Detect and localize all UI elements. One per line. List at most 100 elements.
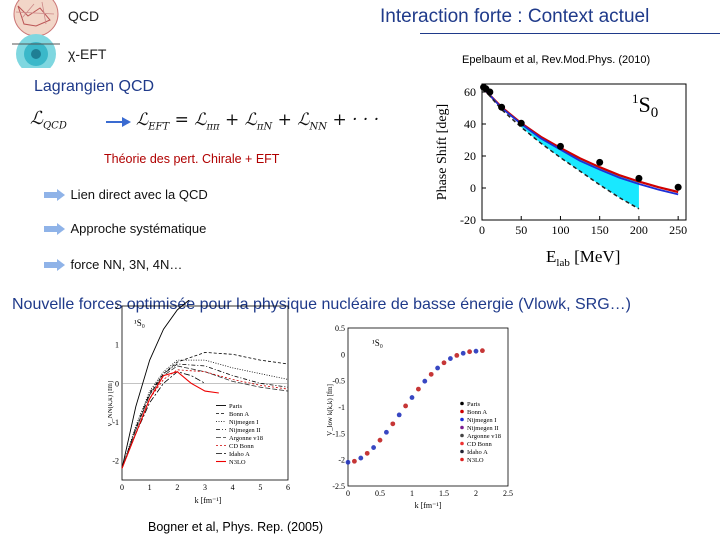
lagrangian-qcd: ℒQCD <box>30 108 67 132</box>
reference-bottom: Bogner et al, Phys. Rep. (2005) <box>148 520 324 534</box>
data-point <box>480 348 485 354</box>
y-tick-label: 0 <box>470 181 476 195</box>
uncertainty-band <box>521 124 639 209</box>
legend-entry: Nijmegen II <box>467 425 499 432</box>
legend-entry: Idaho A <box>467 449 488 456</box>
data-point <box>409 395 415 400</box>
x-tick-label: 0 <box>120 483 124 492</box>
x-tick-label: 150 <box>591 223 609 237</box>
bullet-arrow-icon <box>44 222 65 235</box>
data-point <box>467 349 472 355</box>
bullet-item: Lien direct avec la QCD <box>44 186 208 204</box>
series-line <box>121 365 289 469</box>
bullet-arrow-icon <box>44 188 65 201</box>
legend-entry: Argonne v18 <box>467 433 501 440</box>
logo-graphic <box>12 0 60 68</box>
series-line <box>121 363 289 469</box>
series-line <box>121 300 190 469</box>
legend-swatch <box>460 449 464 454</box>
data-point <box>371 445 376 450</box>
legend-swatch <box>460 425 464 430</box>
legend-entry: N3LO <box>229 459 246 466</box>
data-point <box>422 378 428 384</box>
legend-entry: CD Bonn <box>229 443 254 450</box>
bullet-text: Lien direct avec la QCD <box>70 187 208 202</box>
data-point <box>635 174 643 182</box>
legend-swatch <box>460 401 464 406</box>
y-axis-label: V_low k(k,k) [fm] <box>326 384 334 436</box>
data-point <box>358 455 364 461</box>
data-point <box>384 429 389 435</box>
series-line <box>121 371 219 469</box>
y-tick-label: 1 <box>115 341 119 350</box>
series-line <box>121 351 289 469</box>
y-tick-label: 0 <box>341 350 345 359</box>
legend-entry: CD Bonn <box>467 441 492 448</box>
data-point <box>454 352 460 358</box>
data-point <box>364 450 370 456</box>
legend-entry: Argonne v18 <box>229 435 263 442</box>
plot-frame <box>121 305 289 481</box>
x-tick-label: 1 <box>410 489 414 498</box>
series-line <box>121 359 289 469</box>
y-tick-label: -1 <box>338 403 345 412</box>
x-tick-label: 2.5 <box>503 489 513 498</box>
bullet-text: force NN, 3N, 4N… <box>70 257 183 272</box>
legend-entry: Paris <box>467 401 480 408</box>
legend-entry: Nijmegen I <box>467 417 496 424</box>
data-point <box>396 412 402 418</box>
legend-swatch <box>460 441 464 446</box>
logo-qcd-label: QCD <box>68 8 100 24</box>
legend-entry: Nijmegen II <box>229 427 261 434</box>
title-underline <box>420 33 720 34</box>
panel-annotation: ¹S₀ <box>134 318 145 328</box>
x-tick-label: 2 <box>474 489 478 498</box>
data-point <box>498 103 506 111</box>
legend-swatch <box>460 433 464 438</box>
vnn-chart: 0 1 2 3 4 5 6 -2 -1 0 1 2 ¹S₀ V_NN(k,k) [fm] k [fm⁻¹] P… <box>108 300 290 505</box>
legend-entry: Bonn A <box>467 409 487 416</box>
lagrangian-title: Lagrangien QCD <box>34 78 155 95</box>
bullet-text: Approche systématique <box>70 221 207 236</box>
plot-frame <box>481 83 687 221</box>
data-point <box>403 403 408 409</box>
series-line <box>483 88 640 210</box>
x-tick-label: 5 <box>258 483 262 492</box>
x-tick-label: 6 <box>286 483 290 492</box>
x-tick-label: 2 <box>175 483 179 492</box>
reference-top: Epelbaum et al, Rev.Mod.Phys. (2010) <box>462 54 651 66</box>
y-axis-label: Phase Shift [deg] <box>435 104 450 200</box>
x-tick-label: 50 <box>515 223 527 237</box>
series-line <box>121 369 289 469</box>
y-tick-label: 0 <box>115 379 119 388</box>
legend-swatch <box>460 409 464 414</box>
legend-entry: Nijmegen I <box>229 419 258 426</box>
legend-entry: Bonn A <box>229 411 249 418</box>
panel-annotation: 1S0 <box>632 91 658 121</box>
qcd-logo-icon <box>13 0 59 37</box>
y-tick-label: 2 <box>115 302 119 311</box>
data-point <box>596 158 604 166</box>
headline: Nouvelle forces optimisée pour la physiq… <box>12 296 631 313</box>
bullet-item: force NN, 3N, 4N… <box>44 256 182 274</box>
data-point <box>556 142 564 150</box>
y-axis-label: V_NN(k,k) [fm] <box>108 381 114 427</box>
panel-annotation: ¹S₀ <box>372 338 383 348</box>
legend-entry: N3LO <box>467 457 484 464</box>
bullet-item: Approche systématique <box>44 220 206 238</box>
x-tick-label: 250 <box>669 223 687 237</box>
x-axis-label: k [fm⁻¹] <box>195 496 222 505</box>
data-point <box>352 458 357 464</box>
data-point <box>428 371 434 377</box>
data-point <box>441 360 447 366</box>
x-tick-label: 100 <box>551 223 569 237</box>
arrow-icon <box>106 117 131 127</box>
series-line <box>121 371 206 469</box>
data-point <box>345 459 351 465</box>
x-tick-label: 0.5 <box>375 489 385 498</box>
data-point <box>674 183 682 191</box>
x-axis-label: k [fm⁻¹] <box>415 501 442 510</box>
data-point <box>460 350 466 356</box>
data-point <box>486 88 494 96</box>
